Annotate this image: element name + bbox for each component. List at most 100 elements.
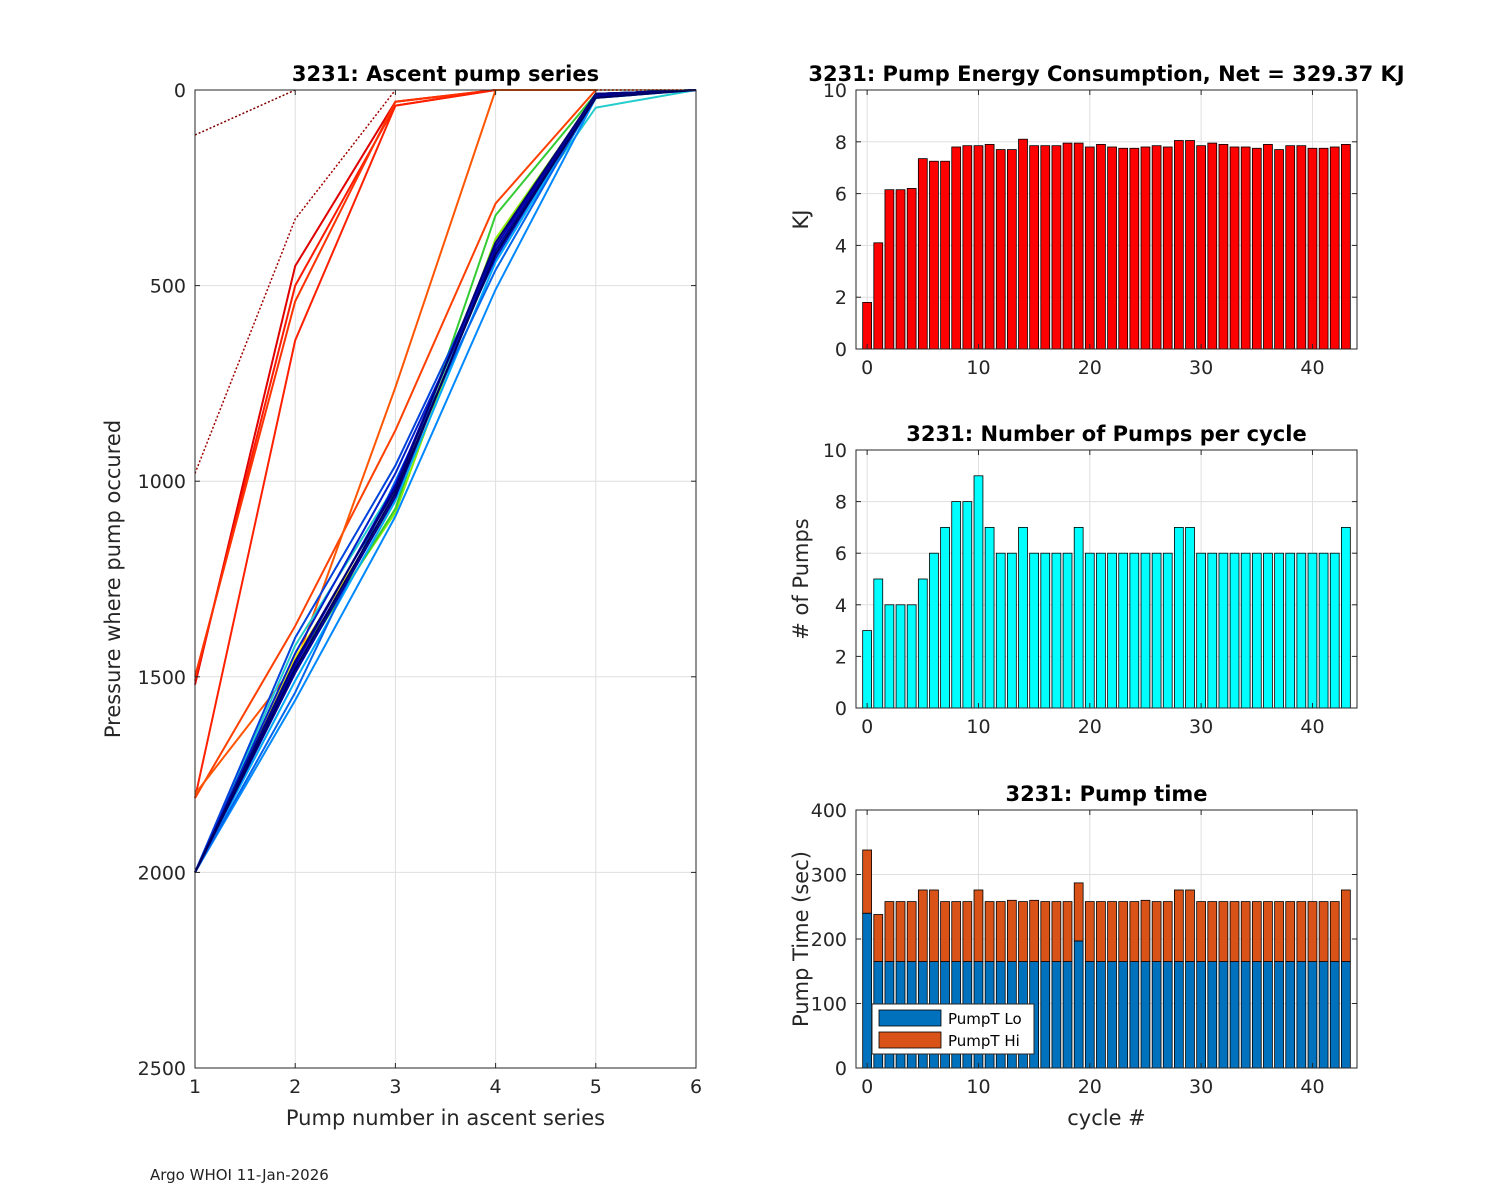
ptime-bar-pumpt-lo (1207, 961, 1218, 1069)
ptime-bar-pumpt-hi (1229, 901, 1240, 962)
pumps-bar (984, 527, 995, 709)
energy-bar (1196, 145, 1206, 350)
ptime-bar-pumpt-hi (1018, 901, 1028, 962)
energy-bar (1007, 149, 1017, 350)
ptime-legend-label: PumpT Lo (948, 1010, 1022, 1028)
ptime-bar-pumpt-lo (1084, 961, 1095, 1069)
ptime-bar-pumpt-lo (1062, 961, 1073, 1069)
pumps-bar (884, 604, 895, 709)
pumps-bar (1140, 552, 1151, 709)
ascent-ytick-label: 2500 (138, 1058, 186, 1080)
energy-ytick-label: 2 (835, 287, 847, 309)
ptime-bar-pumpt-lo (1218, 961, 1229, 1069)
ptime-bar-pumpt-lo (1162, 961, 1173, 1069)
ascent-ytick-label: 500 (150, 276, 186, 298)
ptime-bar-pumpt-hi (1341, 889, 1351, 962)
ptime-bar-pumpt-hi (1307, 901, 1318, 962)
pumps-bar (1207, 552, 1218, 709)
ptime-bar-pumpt-lo (1185, 961, 1195, 1069)
pumps-bar (873, 578, 884, 709)
energy-ylabel: KJ (789, 210, 813, 230)
energy-ytick-label: 10 (823, 80, 847, 102)
pumps-bar (917, 578, 928, 709)
pumps-bar (1240, 552, 1251, 709)
ptime-legend-swatch (878, 1009, 942, 1027)
ptime-bar-pumpt-hi (1263, 901, 1273, 962)
pumps-frame (855, 449, 1358, 709)
energy-xtick-label: 0 (861, 357, 873, 379)
ptime-bar-pumpt-hi (1107, 901, 1117, 962)
ptime-bar-pumpt-lo (1073, 940, 1084, 1069)
energy-bar (1285, 145, 1296, 350)
ptime-bar-pumpt-hi (862, 849, 872, 914)
ptime-xtick-label: 0 (861, 1076, 873, 1098)
ptime-bar-pumpt-hi (1296, 901, 1307, 962)
pumps-bar (1073, 527, 1084, 709)
energy-bar (1218, 143, 1229, 350)
ptime-ytick-label: 400 (811, 800, 847, 822)
pumps-ytick-label: 10 (823, 440, 847, 462)
energy-bar (1084, 146, 1095, 350)
ptime-bar-pumpt-lo (1296, 961, 1307, 1069)
energy-bar (862, 301, 872, 350)
ptime-bar-pumpt-hi (1196, 901, 1206, 962)
ascent-series-line (194, 89, 697, 873)
ascent-xlabel: Pump number in ascent series (286, 1106, 605, 1130)
ptime-bar-pumpt-hi (1118, 901, 1129, 962)
energy-bar (1118, 147, 1129, 350)
pumps-bar (1040, 552, 1051, 709)
ascent-ylabel: Pressure where pump occured (101, 420, 125, 738)
pumps-bar (1007, 552, 1017, 709)
ptime-bar-pumpt-hi (1174, 889, 1184, 962)
ptime-bar-pumpt-hi (984, 901, 995, 962)
ptime-bar-pumpt-hi (1207, 901, 1218, 962)
energy-bar (1162, 146, 1173, 350)
ptime-legend-label: PumpT Hi (948, 1032, 1020, 1050)
energy-bar (884, 189, 895, 350)
pumps-bar (862, 630, 872, 709)
energy-xtick-label: 30 (1189, 357, 1213, 379)
energy-bar (1051, 145, 1062, 350)
ptime-legend (871, 1003, 1035, 1055)
ptime-bar-pumpt-hi (1073, 882, 1084, 942)
ptime-bar-pumpt-hi (1129, 901, 1140, 962)
energy-bar (1129, 147, 1140, 350)
pumps-bar (1162, 552, 1173, 709)
pumps-plot-area (856, 450, 1357, 708)
pumps-bar (1062, 552, 1073, 709)
ptime-bar-pumpt-lo (1307, 961, 1318, 1069)
pumps-bar (1084, 552, 1095, 709)
pumps-bar (1251, 552, 1262, 709)
energy-bar (951, 146, 962, 350)
ascent-series-line (194, 89, 597, 799)
ptime-bar-pumpt-hi (1140, 899, 1151, 962)
ascent-series-line (194, 89, 697, 873)
ptime-bar-pumpt-hi (1329, 901, 1340, 962)
ptime-bar-pumpt-hi (1051, 901, 1062, 962)
ptime-bar-pumpt-lo (1229, 961, 1240, 1069)
pumps-ytick-label: 2 (835, 646, 847, 668)
energy-bar (984, 143, 995, 350)
pumps-bar (995, 552, 1006, 709)
ascent-frame (194, 89, 697, 1069)
ascent-xtick-label: 3 (389, 1076, 401, 1098)
ptime-bar-pumpt-hi (995, 901, 1006, 962)
ptime-bar-pumpt-hi (1318, 901, 1329, 962)
ascent-series-line (194, 89, 496, 678)
pumps-bar (1151, 552, 1162, 709)
ascent-ytick-label: 2000 (138, 862, 186, 884)
pumps-axes (856, 449, 1357, 709)
ptime-bar-pumpt-hi (962, 901, 973, 962)
energy-bar (1207, 142, 1218, 350)
energy-frame (855, 89, 1358, 350)
ptime-bar-pumpt-hi (1240, 901, 1251, 962)
pumps-bar (906, 604, 917, 709)
pumps-bar (973, 475, 984, 709)
ptime-bar-pumpt-hi (1218, 901, 1229, 962)
pumps-bar (1263, 552, 1273, 709)
ptime-ytick-label: 300 (811, 865, 847, 887)
pumps-bar (1318, 552, 1329, 709)
ptime-bar-pumpt-hi (906, 901, 917, 962)
energy-bar (1341, 143, 1351, 350)
ptime-bar-pumpt-hi (929, 889, 939, 962)
